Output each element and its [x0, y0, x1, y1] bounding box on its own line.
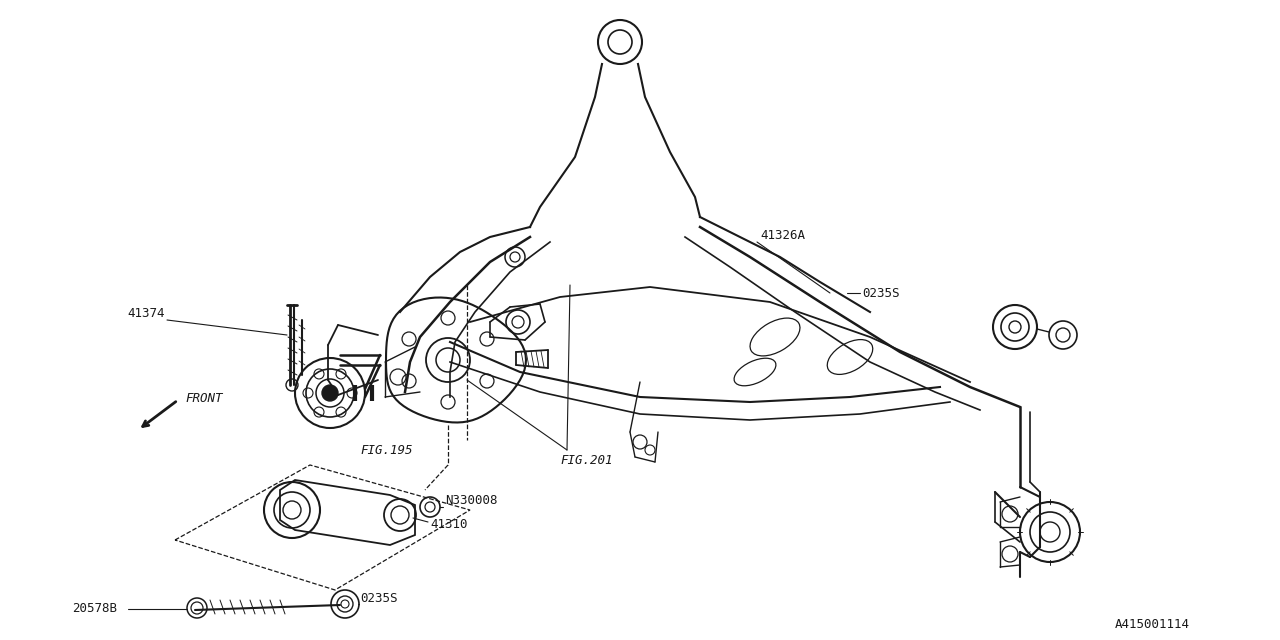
Text: FIG.195: FIG.195 — [360, 444, 412, 456]
Text: 41374: 41374 — [128, 307, 165, 319]
Circle shape — [323, 385, 338, 401]
Text: A415001114: A415001114 — [1115, 618, 1190, 630]
Text: N330008: N330008 — [445, 493, 498, 506]
Text: 0235S: 0235S — [861, 287, 900, 300]
Text: 0235S: 0235S — [360, 591, 398, 605]
Text: 41310: 41310 — [430, 518, 467, 531]
Text: FRONT: FRONT — [186, 392, 223, 404]
Text: FIG.201: FIG.201 — [561, 454, 613, 467]
Text: 41326A: 41326A — [760, 228, 805, 241]
Text: 20578B: 20578B — [72, 602, 116, 616]
